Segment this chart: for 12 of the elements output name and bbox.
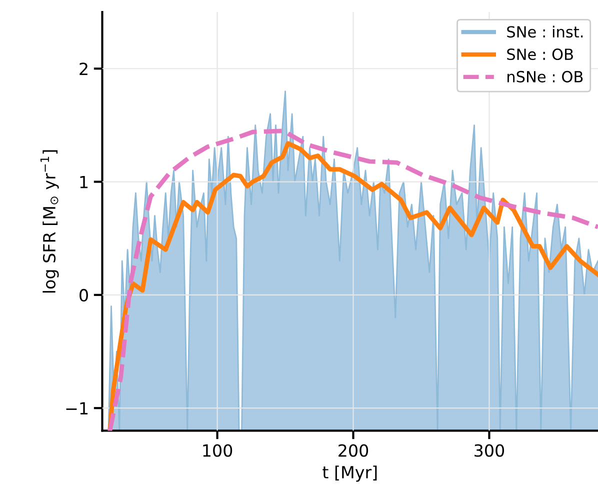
- x-axis-title: t [Myr]: [322, 466, 377, 482]
- y-tick-label: 0: [80, 288, 88, 302]
- x-tick-label: 200: [338, 444, 368, 457]
- y-tick-label: 2: [80, 62, 88, 75]
- y-tick-label: 1: [80, 176, 88, 188]
- legend-label: SNe : OB: [507, 48, 573, 60]
- x-tick-label: 300: [474, 444, 504, 457]
- legend-label: nSNe : OB: [508, 70, 583, 82]
- y-tick-label: −1: [66, 402, 88, 414]
- y-axis-title: log SFR [M$_{⊙}$ yr$^{−1}$]: [40, 150, 59, 293]
- x-tick-label: 100: [203, 444, 232, 457]
- legend-label: SNe : inst.: [507, 26, 583, 38]
